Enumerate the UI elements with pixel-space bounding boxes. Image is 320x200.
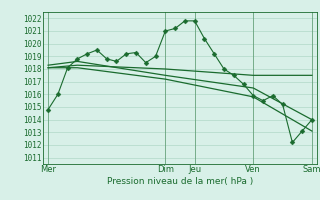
X-axis label: Pression niveau de la mer( hPa ): Pression niveau de la mer( hPa ) xyxy=(107,177,253,186)
